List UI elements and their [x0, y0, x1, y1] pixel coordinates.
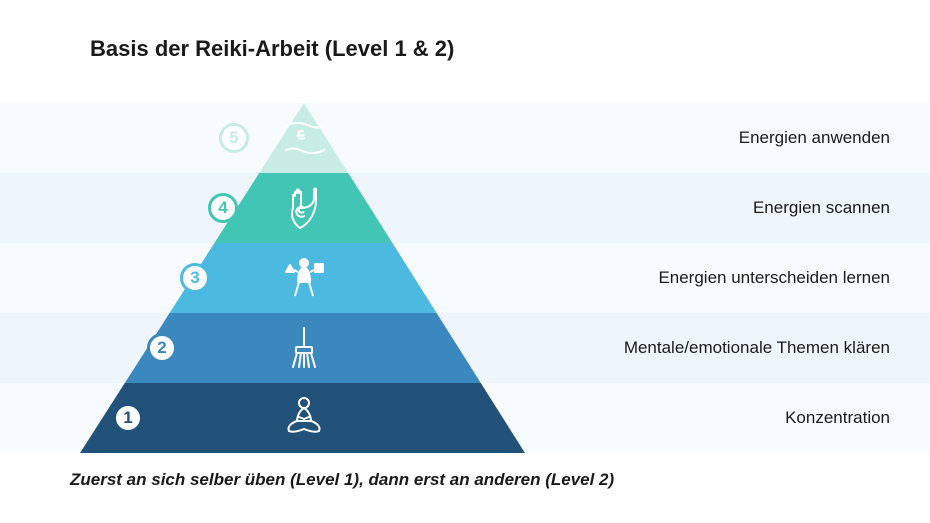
energy-hands-icon: [279, 114, 329, 162]
level-badge: 1: [113, 403, 143, 433]
row-label: Energien scannen: [753, 198, 890, 218]
broom-icon: [279, 325, 329, 371]
subtitle: Zuerst an sich selber üben (Level 1), da…: [70, 470, 614, 490]
row-label: Energien unterscheiden lernen: [658, 268, 890, 288]
pyramid-row: 4 Energien scannen: [0, 173, 930, 243]
pyramid-row: 5 Energien anwenden: [0, 103, 930, 173]
discern-shapes-icon: [279, 254, 329, 302]
level-badge: 5: [219, 123, 249, 153]
level-badge: 3: [180, 263, 210, 293]
pyramid-row: 2 Mentale/emotionale Themen klären: [0, 313, 930, 383]
pyramid: 5 Energien anwenden4 Energien scannen3 E…: [0, 103, 930, 453]
level-badge: 4: [208, 193, 238, 223]
level-badge: 2: [147, 333, 177, 363]
canvas: Basis der Reiki-Arbeit (Level 1 & 2) 5 E…: [0, 0, 930, 523]
row-label: Mentale/emotionale Themen klären: [624, 338, 890, 358]
row-label: Energien anwenden: [739, 128, 890, 148]
row-label: Konzentration: [785, 408, 890, 428]
pyramid-row: 3 Energien unterscheiden lernen: [0, 243, 930, 313]
page-title: Basis der Reiki-Arbeit (Level 1 & 2): [90, 36, 454, 62]
meditation-icon: [279, 393, 329, 443]
pyramid-row: 1 Konzentration: [0, 383, 930, 453]
palm-spiral-icon: [279, 184, 329, 232]
